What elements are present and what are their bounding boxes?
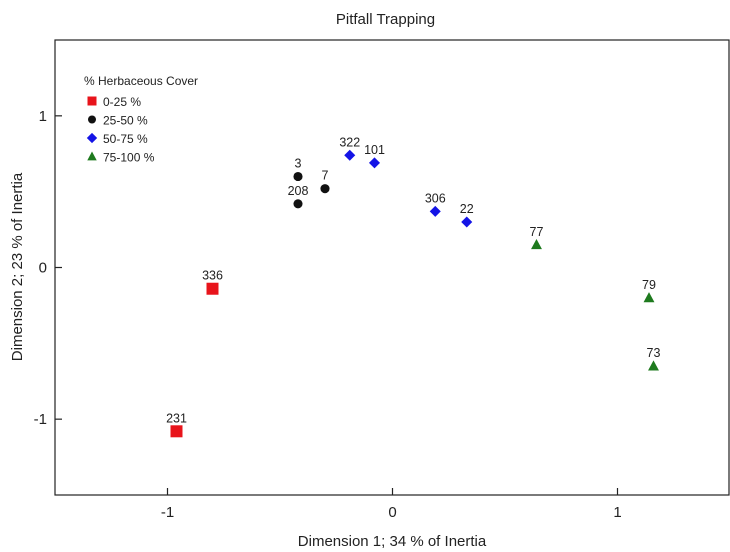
y-tick-label: 1 [39, 108, 47, 125]
circle-marker [293, 171, 303, 182]
diamond-marker [86, 132, 98, 144]
point-label: 322 [339, 135, 360, 149]
point-label: 73 [647, 346, 661, 360]
plot-area [54, 39, 730, 496]
point-label: 101 [364, 143, 385, 157]
point-label: 336 [202, 269, 223, 283]
data-point: 101 [364, 143, 385, 169]
point-label: 7 [322, 169, 329, 183]
point-label: 231 [166, 411, 187, 425]
square-marker [170, 425, 183, 438]
diamond-marker [344, 149, 356, 161]
legend-item: 25-50 % [88, 114, 148, 128]
x-tick-label: 0 [388, 504, 396, 521]
point-label: 208 [288, 184, 309, 198]
point-label: 22 [460, 202, 474, 216]
data-point: 22 [460, 202, 474, 228]
y-tick-label: -1 [34, 411, 47, 428]
data-point: 3 [293, 157, 303, 182]
circle-marker [320, 184, 330, 194]
x-tick-label: -1 [161, 504, 174, 521]
data-point: 306 [425, 191, 446, 217]
x-tick-label: 1 [613, 504, 621, 521]
legend-item: 0-25 % [87, 95, 141, 109]
square-marker [206, 282, 219, 295]
triangle-marker [648, 360, 659, 371]
data-point: 73 [647, 346, 661, 371]
x-axis-label: Dimension 1; 34 % of Inertia [298, 533, 487, 550]
data-points: 336 231 3 208 7 322 101 306 22 77 79 73 [166, 135, 661, 438]
data-point: 77 [530, 225, 544, 250]
axis-ticks: -1 0 1 1 0 -1 [34, 108, 622, 521]
point-label: 79 [642, 278, 656, 292]
y-tick-label: 0 [39, 260, 47, 277]
legend-item-label: 25-50 % [103, 114, 148, 128]
legend-item-label: 75-100 % [103, 151, 155, 165]
diamond-marker [461, 216, 473, 228]
y-axis-label: Dimension 2; 23 % of Inertia [9, 172, 26, 361]
square-marker [87, 96, 97, 106]
legend-item: 50-75 % [86, 132, 148, 146]
triangle-marker [87, 151, 97, 161]
data-point: 7 [320, 169, 330, 194]
data-point: 322 [339, 135, 360, 161]
diamond-marker [429, 205, 441, 217]
legend-item-label: 50-75 % [103, 132, 148, 146]
circle-marker [88, 115, 96, 124]
point-label: 306 [425, 191, 446, 205]
legend: % Herbaceous Cover 0-25 % 25-50 % 50-75 % 7… [84, 74, 198, 165]
data-point: 208 [288, 184, 309, 209]
legend-title: % Herbaceous Cover [84, 74, 198, 88]
data-point: 79 [642, 278, 656, 303]
point-label: 77 [530, 225, 544, 239]
triangle-marker [531, 239, 542, 250]
legend-item: 75-100 % [87, 151, 155, 165]
legend-item-label: 0-25 % [103, 95, 141, 109]
triangle-marker [643, 292, 655, 303]
circle-marker [293, 199, 303, 209]
data-point: 336 [202, 269, 223, 295]
data-point: 231 [166, 411, 187, 438]
diamond-marker [368, 157, 381, 169]
chart-title: Pitfall Trapping [336, 11, 435, 28]
point-label: 3 [295, 157, 302, 171]
plot-frame [54, 39, 730, 496]
